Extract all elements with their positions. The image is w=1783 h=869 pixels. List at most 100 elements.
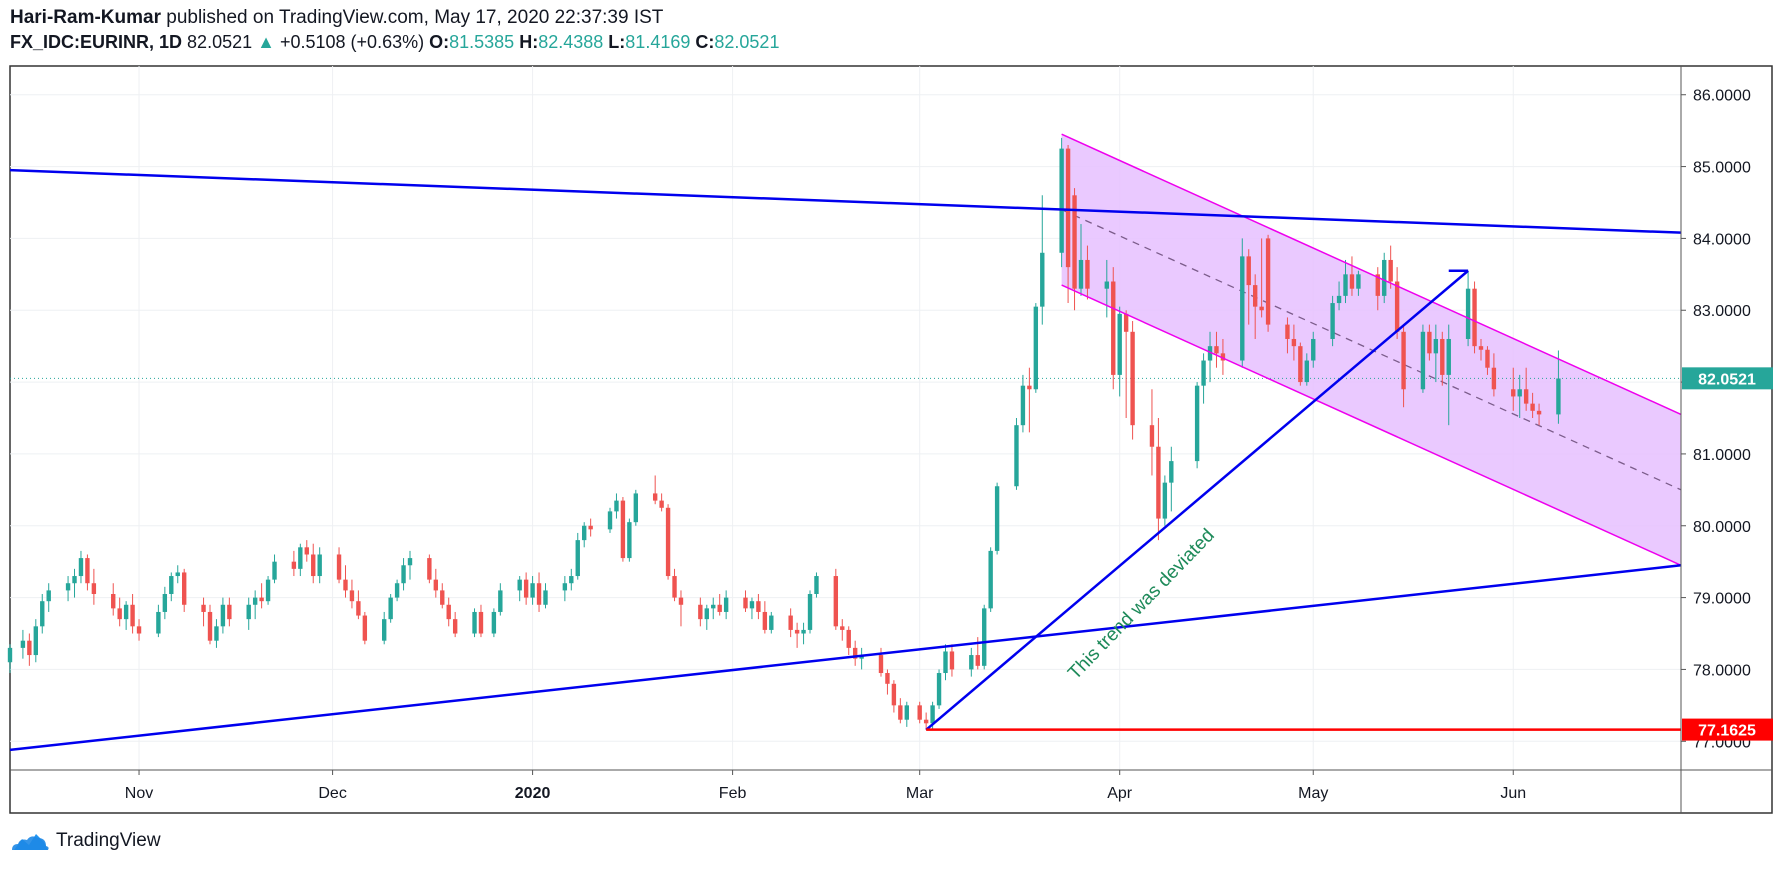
candle [298,543,303,577]
close-value: 82.0521 [714,32,780,52]
candle-body [936,673,942,706]
candle-body [1382,259,1387,296]
candle-body [1336,295,1342,304]
price-label-badge [1682,718,1773,741]
candle [498,583,503,616]
candle [1420,324,1426,393]
x-tick-label: May [1298,785,1328,802]
candle-body [917,705,922,720]
candle [85,554,90,591]
resistance-trendline [9,168,1682,234]
candle [1201,353,1206,404]
y-tick-label: 84.0000 [1693,231,1751,248]
chart-grid [9,65,1773,814]
candle [317,547,322,584]
candle [472,608,477,638]
open-value: 81.5385 [449,32,515,52]
candle-body [1446,338,1451,375]
candle [1240,238,1245,368]
x-tick-label: 2020 [515,785,551,802]
candle-body [1440,338,1445,375]
candle [801,622,806,645]
tradingview-brand[interactable]: TradingView [56,830,161,851]
candle-body [440,590,445,605]
candle-body [1394,281,1400,332]
candle-body [620,500,626,559]
candle [536,572,542,612]
symbol-name[interactable]: FX_IDC:EURINR, 1D [10,32,183,52]
candle [562,576,568,602]
candle-body [1194,385,1200,462]
candle-body [530,583,535,598]
candle [252,590,258,620]
candle-body [207,611,213,641]
candle [794,622,800,648]
candle-body [1356,274,1361,289]
candle-body [814,576,819,594]
y-tick-label: 85.0000 [1693,160,1751,177]
candle-body [801,629,806,634]
candle [1401,324,1406,408]
candle [336,547,342,584]
candle [1065,145,1071,304]
candle-body [923,719,929,724]
candle-body [517,579,522,591]
candle-body [930,705,935,724]
candle [852,640,858,666]
candle [388,594,393,623]
candle-body [272,561,277,580]
candle-body [846,629,851,648]
candle-body [394,583,400,598]
candle-body [382,619,387,641]
candle-body [1040,252,1045,307]
candle [607,507,613,533]
candle [878,647,884,677]
y-tick-label: 86.0000 [1693,88,1751,105]
candle-body [1020,385,1026,426]
y-tick-label: 83.0000 [1693,303,1751,320]
candle-body [1349,274,1355,289]
candle [478,604,484,638]
support-trendline [9,564,1682,752]
publish-text: published on TradingView.com, May 17, 20… [160,7,664,28]
candle [433,568,439,598]
candle [672,568,677,602]
candle [265,576,271,605]
candle [1311,331,1316,368]
candle-body [1265,238,1271,325]
candle-body [1485,349,1490,368]
candle [162,586,168,620]
candle-body [156,611,161,634]
candle [446,597,451,627]
candle-body [33,626,39,656]
candle-body [227,604,232,620]
candle-body [40,601,45,627]
candle [220,597,226,634]
candle-body [1104,281,1109,289]
candle-body [1472,288,1477,347]
candle [627,518,632,562]
tradingview-cloud-icon [12,834,49,850]
candle [1252,274,1258,339]
candle-body [343,579,348,591]
candle [807,590,813,634]
candle-body [401,565,406,584]
author-name[interactable]: Hari-Ram-Kumar [10,7,161,28]
candle-body [1285,324,1290,339]
candle [969,647,974,677]
x-tick-label: Mar [906,785,934,802]
candle-body [994,486,1000,551]
candle [1330,295,1335,347]
candle [917,701,922,724]
candle-body [298,547,303,569]
candle-body [1259,306,1264,311]
candle-body [1162,482,1168,519]
candle-body [1033,306,1039,390]
candle-body [1517,389,1522,397]
candle [1259,238,1264,318]
candle-body [840,626,845,630]
candle-body [246,604,251,620]
candle-body [1388,259,1393,282]
candle-body [1375,274,1380,296]
